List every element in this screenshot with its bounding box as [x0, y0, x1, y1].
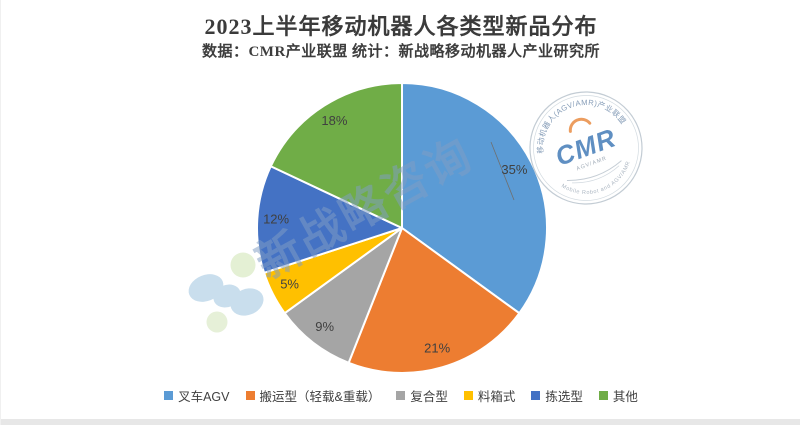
legend-item: 其他 [598, 386, 638, 405]
legend-label: 拣选型 [545, 390, 583, 404]
legend-swatch-icon [164, 391, 174, 400]
blob-green-bottom [206, 311, 228, 333]
pie-slice-label: 18% [321, 113, 347, 128]
blob-green-top [230, 252, 256, 278]
pie-slice-label: 5% [280, 277, 299, 292]
pie-slice-label: 12% [263, 212, 289, 227]
page-bottom-strip [1, 419, 800, 425]
legend: 叉车AGV 搬运型（轻载&重载） 复合型 料箱式 拣选型 其他 [1, 386, 800, 405]
pie-slice-label: 9% [315, 319, 334, 334]
legend-item: 拣选型 [531, 386, 583, 405]
stamp-inner-ring [533, 95, 639, 201]
pie-slice-label: 21% [424, 341, 450, 356]
pie-data-labels: 35% 21% 9% 5% 12% 18% [263, 113, 528, 356]
chart-subtitle: 数据：CMR产业联盟 统计：新战略移动机器人产业研究所 [201, 44, 601, 60]
legend-label: 搬运型（轻载&重载） [259, 390, 381, 404]
decorative-blobs [188, 252, 264, 333]
pie-slice-label: 35% [501, 162, 527, 177]
legend-item: 复合型 [396, 386, 448, 405]
legend-swatch-icon [396, 391, 406, 400]
stamp-laurel [572, 165, 620, 184]
stamp-outer-ring [529, 91, 643, 205]
pie-slice [256, 165, 403, 274]
pie-slice [401, 82, 548, 315]
legend-item: 叉车AGV [164, 386, 230, 405]
pie-slice [269, 82, 403, 229]
legend-label: 复合型 [410, 390, 448, 404]
legend-swatch-icon [245, 391, 255, 400]
legend-swatch-icon [598, 391, 608, 400]
pie-slices [256, 82, 548, 374]
blob-blue [230, 288, 264, 316]
stamp-laurel [566, 160, 622, 181]
chart-title: 2023上半年移动机器人各类型新品分布 [204, 14, 598, 39]
legend-item: 料箱式 [463, 386, 516, 405]
legend-label: 料箱式 [477, 390, 516, 404]
pie-slice [347, 227, 521, 374]
legend-item: 搬运型（轻载&重载） [245, 386, 381, 405]
legend-swatch-icon [531, 391, 541, 400]
legend-label: 叉车AGV [178, 390, 230, 404]
legend-swatch-icon [463, 391, 473, 400]
pie-slice [283, 227, 403, 364]
stamp-orange-swoosh [568, 117, 592, 133]
legend-label: 其他 [612, 390, 638, 404]
label-leader-line [490, 141, 515, 201]
